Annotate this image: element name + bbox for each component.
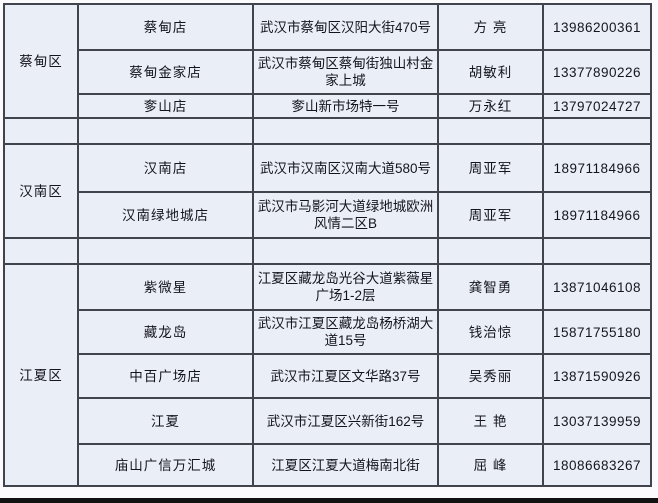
table-row: 江夏 武汉市江夏区兴新街162号王 艳 13037139959 (4, 397, 652, 445)
table-row: 蔡甸金家店 武汉市蔡甸区蔡甸街独山村金家上城 胡敏利 13377890226 (4, 49, 652, 95)
contact-cell: 方 亮 (437, 3, 544, 51)
phone-cell: 13871590926 (542, 353, 652, 399)
store-cell: 汉南店 (77, 143, 254, 193)
contact-cell: 周亚军 (437, 143, 544, 193)
spacer-cell (77, 237, 254, 265)
address-cell: 武汉市江夏区兴新街162号 (252, 397, 439, 445)
contact-cell: 万永红 (437, 93, 544, 119)
address-cell: 武汉市蔡甸区汉阳大街470号 (252, 3, 439, 51)
table-row: 奓山店 奓山新市场特一号 万永红 13797024727 (4, 93, 652, 119)
phone-cell: 13377890226 (542, 49, 652, 95)
contact-cell: 龚智勇 (437, 263, 544, 311)
contact-cell: 胡敏利 (437, 49, 544, 95)
spacer-cell (437, 117, 544, 145)
address-cell: 武汉市马影河大道绿地城欧洲风情二区B (252, 191, 439, 239)
store-cell: 庙山广信万汇城 (77, 443, 254, 487)
table-row: 汉南绿地城店 武汉市马影河大道绿地城欧洲风情二区B 周亚军 18971184966 (4, 191, 652, 239)
spacer-cell (77, 117, 254, 145)
phone-cell: 13797024727 (542, 93, 652, 119)
spacer-row (3, 117, 652, 145)
phone-cell: 18086683267 (542, 443, 652, 487)
address-cell: 江夏区藏龙岛光谷大道紫薇星广场1-2层 (252, 263, 439, 311)
table-row: 中百广场店 武汉市江夏区文华路37号 吴秀丽 13871590926 (4, 353, 652, 399)
store-table-body: 蔡甸区 蔡甸店 武汉市蔡甸区汉阳大街470号方 亮 13986200361 蔡甸金家店武… (3, 3, 652, 487)
spacer-cell (542, 117, 652, 145)
contact-cell: 王 艳 (437, 397, 544, 445)
store-cell: 紫微星 (77, 263, 254, 311)
table-row: 蔡甸区 蔡甸店 武汉市蔡甸区汉阳大街470号方 亮 13986200361 (3, 3, 652, 119)
phone-cell: 15871755180 (542, 309, 652, 355)
address-cell: 武汉市蔡甸区蔡甸街独山村金家上城 (252, 49, 439, 95)
table-row: 江夏区 紫微星 江夏区藏龙岛光谷大道紫薇星广场1-2层 龚智勇 13871046108 (3, 263, 652, 487)
store-cell: 蔡甸店 (77, 3, 254, 51)
contact-cell: 屈 峰 (437, 443, 544, 487)
address-cell: 武汉市汉南区汉南大道580号 (252, 143, 439, 193)
spacer-cell (437, 237, 544, 265)
contact-cell: 钱治惊 (437, 309, 544, 355)
table-row: 庙山广信万汇城 江夏区江夏大道梅南北街屈 峰 18086683267 (4, 443, 652, 487)
district-cell: 汉南区 (3, 143, 79, 239)
store-cell: 汉南绿地城店 (77, 191, 254, 239)
store-cell: 中百广场店 (77, 353, 254, 399)
district-cell: 蔡甸区 (3, 3, 79, 119)
table-row: 汉南区 汉南店 武汉市汉南区汉南大道580号 周亚军 18971184966 (3, 143, 652, 239)
phone-cell: 13986200361 (542, 3, 652, 51)
spacer-cell (252, 237, 439, 265)
phone-cell: 13037139959 (542, 397, 652, 445)
spacer-cell (542, 237, 652, 265)
store-cell: 江夏 (77, 397, 254, 445)
spacer-cell (3, 117, 79, 145)
address-cell: 江夏区江夏大道梅南北街 (252, 443, 439, 487)
contact-cell: 周亚军 (437, 191, 544, 239)
spacer-row (3, 237, 652, 265)
spacer-cell (252, 117, 439, 145)
bottom-edge-strip (0, 498, 658, 503)
phone-cell: 13871046108 (542, 263, 652, 311)
address-cell: 武汉市江夏区文华路37号 (252, 353, 439, 399)
address-cell: 奓山新市场特一号 (252, 93, 439, 119)
store-cell: 奓山店 (77, 93, 254, 119)
spacer-cell (3, 237, 79, 265)
store-cell: 藏龙岛 (77, 309, 254, 355)
contact-cell: 吴秀丽 (437, 353, 544, 399)
store-table: 蔡甸区 蔡甸店 武汉市蔡甸区汉阳大街470号方 亮 13986200361 蔡甸金家店武… (3, 3, 652, 487)
table-row: 藏龙岛 武汉市江夏区藏龙岛杨桥湖大道15号 钱治惊 15871755180 (4, 309, 652, 355)
district-cell: 江夏区 (3, 263, 79, 487)
address-cell: 武汉市江夏区藏龙岛杨桥湖大道15号 (252, 309, 439, 355)
phone-cell: 18971184966 (542, 143, 652, 193)
store-cell: 蔡甸金家店 (77, 49, 254, 95)
phone-cell: 18971184966 (542, 191, 652, 239)
